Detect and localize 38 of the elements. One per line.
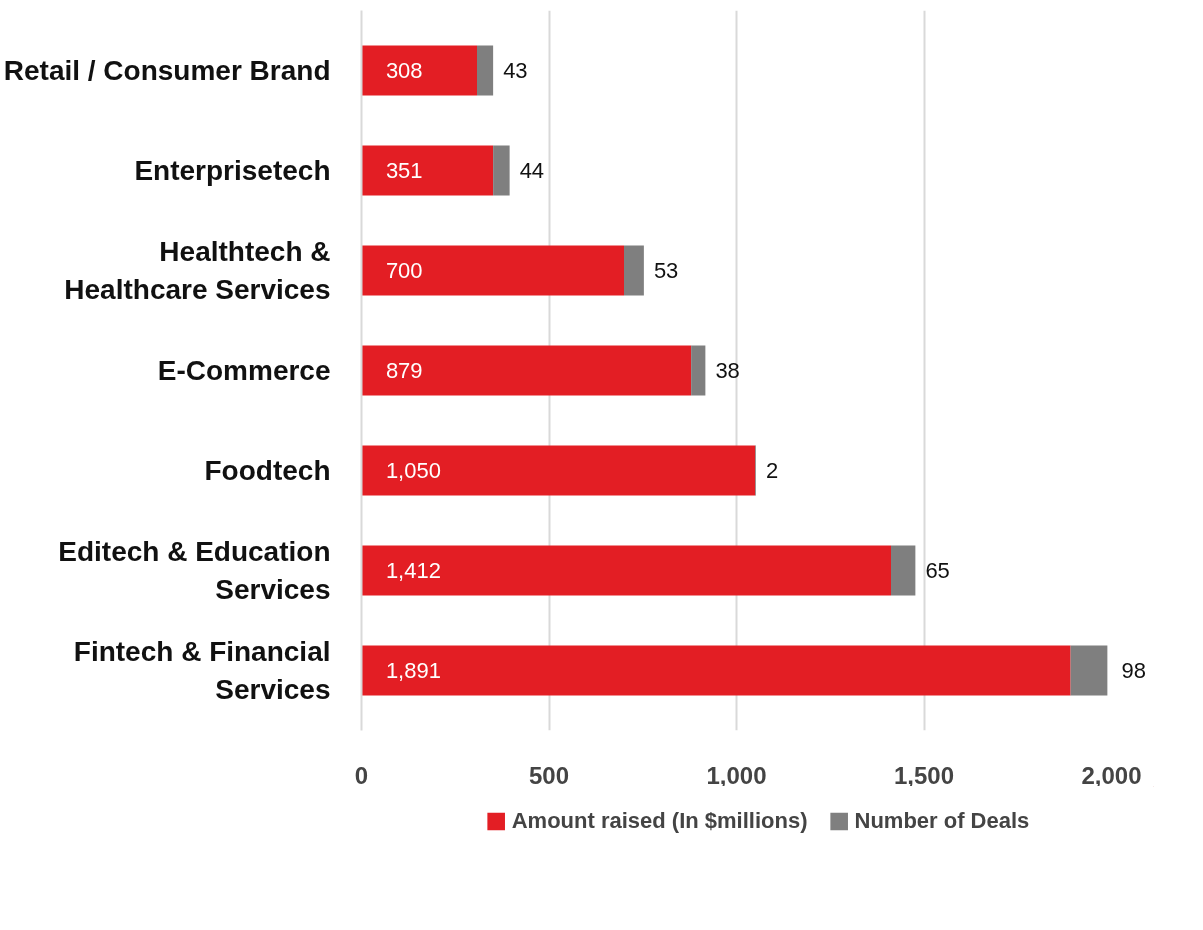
data-label: 1,891 bbox=[385, 658, 441, 683]
data-label: 1,050 bbox=[385, 458, 441, 483]
data-label: 351 bbox=[385, 158, 423, 183]
data-label: 44 bbox=[519, 158, 545, 183]
y-tick-label: E-Commerce bbox=[157, 355, 331, 386]
y-tick-label: Fintech & Financial Services bbox=[73, 636, 331, 705]
data-label: 38 bbox=[715, 358, 740, 383]
data-label: 1,412 bbox=[385, 558, 441, 583]
bar bbox=[361, 545, 891, 596]
bar bbox=[493, 145, 510, 196]
bar bbox=[361, 45, 477, 96]
bar bbox=[624, 245, 644, 296]
x-tick-label: 0 bbox=[354, 761, 369, 789]
bar bbox=[691, 345, 706, 396]
legend-label: Number of Deals bbox=[854, 808, 1030, 834]
data-label: 308 bbox=[385, 58, 423, 83]
data-label: 2 bbox=[766, 458, 779, 483]
bar bbox=[891, 545, 916, 596]
bar bbox=[361, 245, 624, 296]
data-label: 879 bbox=[385, 358, 423, 383]
bar bbox=[361, 445, 756, 496]
y-tick-label: Foodtech bbox=[204, 455, 331, 486]
y-tick-label: Retail / Consumer Brand bbox=[3, 55, 331, 86]
bar bbox=[361, 645, 1071, 696]
bar bbox=[361, 145, 494, 196]
data-label: 53 bbox=[653, 258, 679, 283]
bar bbox=[477, 45, 494, 96]
data-label: 700 bbox=[385, 258, 423, 283]
bar bbox=[1070, 645, 1108, 696]
data-label: 65 bbox=[925, 558, 950, 583]
y-tick-label: Healthtech & Healthcare Services bbox=[64, 236, 331, 305]
y-tick-label: Editech & Education Services bbox=[58, 536, 331, 605]
bar bbox=[361, 345, 692, 396]
legend-label: Amount raised (In $millions) bbox=[511, 808, 808, 834]
x-tick-label: 500 bbox=[528, 761, 570, 789]
data-label: 98 bbox=[1121, 658, 1146, 683]
data-label: 43 bbox=[503, 58, 528, 83]
y-tick-label: Enterprisetech bbox=[134, 155, 331, 186]
